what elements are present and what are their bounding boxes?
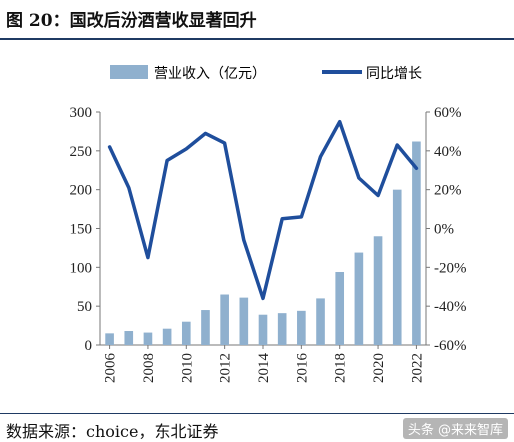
growth-line (107, 119, 419, 301)
x-tick-label: 2014 (256, 353, 272, 384)
x-tick-label: 2010 (179, 353, 195, 383)
revenue-bar-2019 (354, 252, 364, 345)
legend-label-growth: 同比增长 (366, 66, 422, 82)
revenue-bar-2009 (162, 328, 172, 345)
revenue-bar-2006 (105, 333, 114, 345)
revenue-bar-2013 (239, 297, 249, 345)
revenue-bar-2015 (277, 313, 287, 345)
left-tick-label: 0 (85, 338, 93, 354)
source-note: 数据来源：choice，东北证券 (6, 422, 219, 441)
left-tick-label: 100 (70, 260, 93, 276)
left-tick-label: 200 (70, 183, 93, 199)
watermark: 头条 @来来智库 (402, 418, 508, 439)
revenue-bar-2021 (392, 189, 402, 345)
title-rule (0, 38, 514, 40)
bottom-rule (0, 413, 514, 414)
x-tick-label: 2020 (371, 353, 387, 383)
figure-title: 图 20：国改后汾酒营收显著回升 (6, 11, 257, 31)
chart: 营业收入（亿元） 同比增长 0 50 100 150 200 250 300 -60% -40% -… (70, 65, 467, 383)
left-tick-label: 250 (70, 144, 93, 160)
revenue-bar-2016 (297, 310, 306, 345)
revenue-bar-2011 (201, 310, 210, 345)
x-tick-label: 2016 (294, 353, 310, 384)
revenue-bar-2007 (124, 331, 134, 345)
legend-label-revenue: 营业收入（亿元） (154, 66, 266, 82)
legend-swatch-revenue (110, 65, 148, 79)
revenue-bar-2020 (373, 236, 383, 345)
tick-labels: 0 50 100 150 200 250 300 -60% -40% -20% 0% 20% 40% 60… (70, 105, 467, 383)
revenue-bar-2017 (316, 298, 325, 345)
left-tick-label: 300 (70, 105, 93, 121)
revenue-bar-2014 (258, 314, 268, 345)
bar-series (105, 141, 421, 345)
right-tick-label: 60% (434, 105, 462, 121)
right-tick-label: -40% (434, 299, 467, 315)
x-tick-label: 2012 (218, 353, 234, 383)
right-tick-label: -60% (434, 338, 467, 354)
revenue-bar-2008 (143, 332, 153, 345)
right-tick-label: -20% (434, 260, 467, 276)
revenue-bar-2012 (220, 294, 229, 345)
revenue-bar-2022 (412, 141, 421, 345)
legend: 营业收入（亿元） 同比增长 (110, 65, 422, 82)
x-tick-label: 2018 (333, 353, 349, 383)
left-tick-label: 50 (77, 299, 92, 315)
right-tick-label: 40% (434, 144, 462, 160)
x-tick-label: 2006 (103, 353, 119, 384)
left-tick-label: 150 (70, 222, 93, 238)
x-tick-label: 2022 (409, 353, 425, 383)
right-tick-label: 0% (434, 222, 454, 238)
right-tick-label: 20% (434, 183, 462, 199)
line-series (107, 119, 419, 301)
revenue-bar-2010 (181, 321, 191, 345)
revenue-bar-2018 (335, 271, 345, 345)
x-tick-label: 2008 (141, 353, 157, 383)
